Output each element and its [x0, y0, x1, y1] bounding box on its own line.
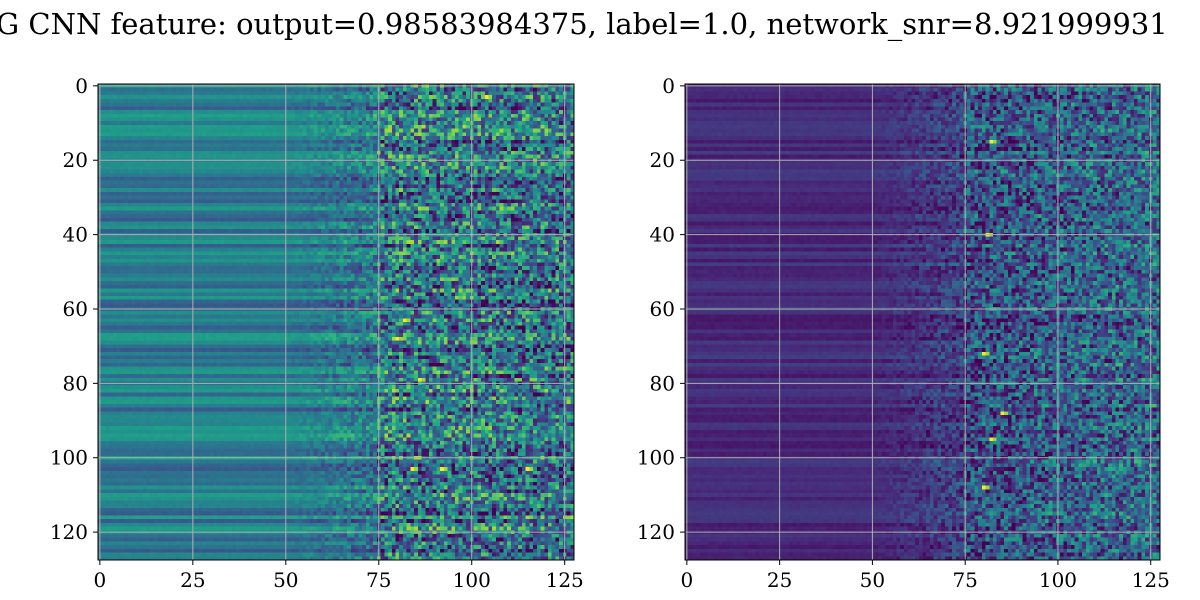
y-tick-label: 100 [637, 446, 675, 470]
x-tick-label: 75 [366, 568, 391, 592]
x-tick-label: 100 [1039, 568, 1077, 592]
x-tick-label: 75 [952, 568, 977, 592]
y-tick-label: 100 [50, 446, 88, 470]
x-tick-label: 0 [93, 568, 106, 592]
figure-title: G CNN feature: output=0.98583984375, lab… [0, 7, 1168, 42]
axes-frame [684, 83, 1161, 561]
y-tick-label: 20 [63, 148, 88, 172]
x-tick-label: 125 [546, 568, 584, 592]
y-tick-label: 60 [63, 297, 88, 321]
y-tick-label: 0 [75, 74, 88, 98]
y-tick-label: 80 [63, 371, 88, 395]
y-tick-label: 60 [650, 297, 675, 321]
y-tick-label: 40 [650, 223, 675, 247]
heatmap-panel-right: 0 25 50 75 100 125 0 20 40 60 80 100 120 [637, 74, 1170, 592]
y-tick-label: 20 [650, 148, 675, 172]
y-tick-label: 120 [50, 520, 88, 544]
x-tick-label: 0 [680, 568, 693, 592]
heatmap-image [98, 84, 574, 560]
heatmap-panel-left: 0 25 50 75 100 125 0 20 40 60 80 100 120 [50, 74, 584, 592]
x-tick-label: 25 [180, 568, 205, 592]
heatmap-image [685, 84, 1160, 560]
x-tick-label: 25 [767, 568, 792, 592]
y-tick-label: 40 [63, 223, 88, 247]
x-tick-label: 50 [860, 568, 885, 592]
x-tick-label: 100 [453, 568, 491, 592]
y-tick-label: 120 [637, 520, 675, 544]
y-tick-label: 80 [650, 371, 675, 395]
y-tick-label: 0 [662, 74, 675, 98]
x-tick-label: 50 [273, 568, 298, 592]
x-tick-label: 125 [1132, 568, 1170, 592]
axes-frame [97, 83, 575, 561]
